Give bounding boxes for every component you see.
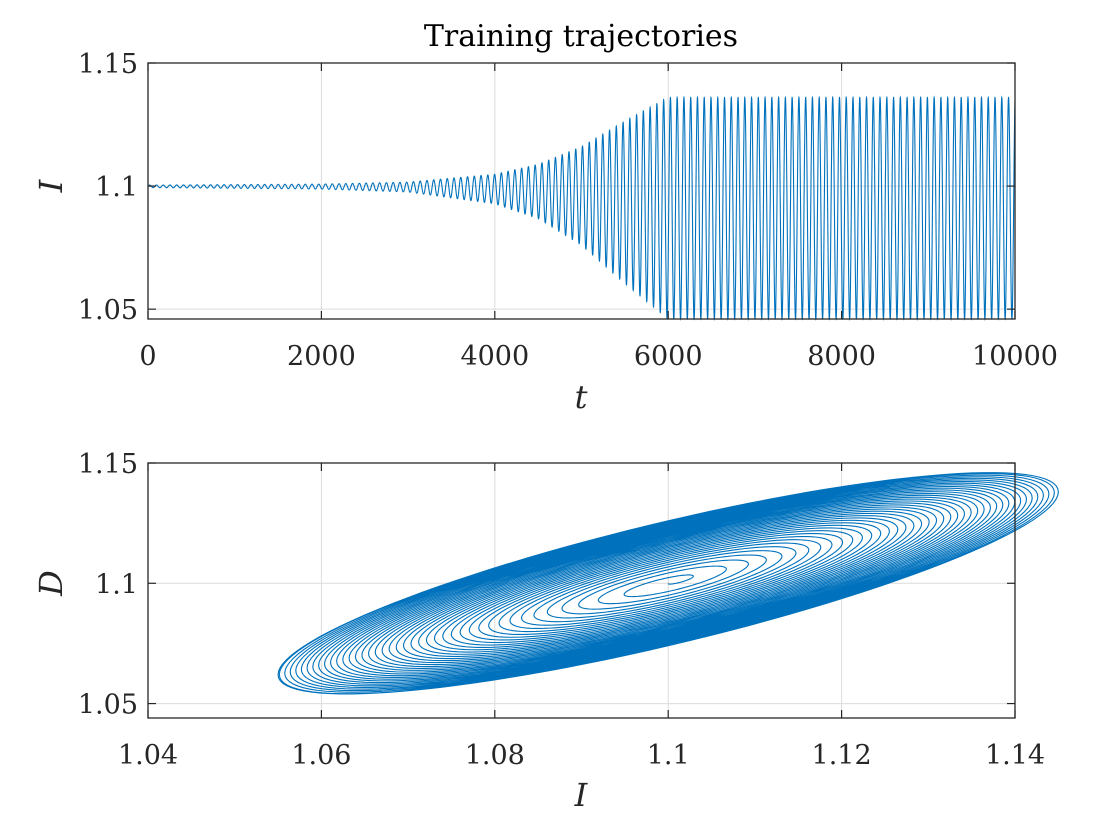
bottom-ticks: 1.04 1.06 1.08 1.1 1.12 1.14 1.05 1.1 1.15: [78, 449, 1045, 771]
bottom-x-tick-label: 1.08: [465, 740, 525, 771]
top-ticks: 0 2000 4000 6000 8000 10000 1.05 1.1 1.15: [78, 49, 1058, 372]
top-x-tick-label: 10000: [972, 341, 1058, 372]
top-plot-area: [147, 95, 1016, 322]
top-x-tick-label: 2000: [287, 341, 356, 372]
top-x-tick-label: 4000: [460, 341, 529, 372]
bottom-x-tick-label: 1.14: [985, 740, 1045, 771]
chart-title: Training trajectories: [424, 19, 738, 54]
top-x-axis-label: t: [575, 378, 588, 416]
bottom-x-tick-label: 1.06: [291, 740, 351, 771]
top-axes-box: [147, 62, 1016, 320]
bottom-x-tick-label: 1.1: [647, 740, 690, 771]
top-y-tick-label: 1.1: [95, 172, 138, 203]
bottom-x-axis-label: I: [574, 776, 589, 814]
bottom-axes-box: [147, 462, 1016, 719]
chart-phase-portrait: 1.04 1.06 1.08 1.1 1.12 1.14 1.05 1.1 1.15 I D: [32, 449, 1059, 814]
top-y-tick-label: 1.15: [78, 49, 138, 80]
bottom-x-tick-label: 1.12: [812, 740, 872, 771]
top-y-axis-label: I: [32, 178, 70, 193]
top-x-tick-label: 8000: [807, 341, 876, 372]
series-I-of-t: [147, 95, 1016, 322]
bottom-x-tick-label: 1.04: [118, 740, 178, 771]
series-D-vs-I: [277, 472, 1059, 695]
bottom-y-tick-label: 1.05: [78, 690, 138, 721]
bottom-y-tick-label: 1.15: [78, 449, 138, 480]
bottom-plot-area: [277, 472, 1059, 695]
top-x-tick-label: 0: [139, 341, 156, 372]
bottom-y-axis-label: D: [32, 570, 70, 597]
chart-time-series: Training trajectories 0 2000 4000 6000 8000 1…: [32, 19, 1058, 416]
top-y-tick-label: 1.05: [78, 295, 138, 326]
top-x-tick-label: 6000: [634, 341, 703, 372]
bottom-y-tick-label: 1.1: [95, 569, 138, 600]
